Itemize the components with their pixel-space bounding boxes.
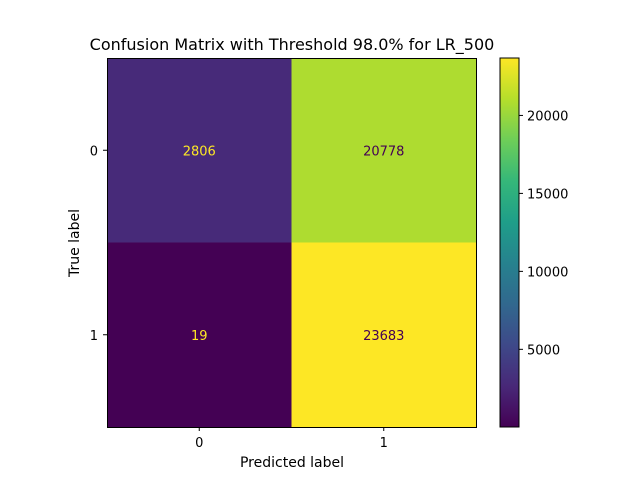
colorbar-tick-label: 5000: [527, 343, 560, 358]
colorbar-tick-label: 20000: [527, 109, 568, 124]
colorbar-ticks: 5000 10000 15000 20000: [519, 109, 568, 358]
x-tick-label: 0: [195, 436, 203, 451]
colorbar-tick-label: 10000: [527, 265, 568, 280]
matrix-cells: 2806 20778 19 23683: [107, 58, 477, 428]
cell-value-label: 23683: [363, 329, 404, 344]
y-axis-ticks: 01: [90, 144, 107, 344]
x-axis-label: Predicted label: [240, 455, 344, 471]
matrix-cell: [291, 58, 477, 243]
cell-value-label: 20778: [363, 144, 404, 159]
chart-title: Confusion Matrix with Threshold 98.0% fo…: [90, 35, 495, 55]
y-tick-label: 1: [90, 329, 98, 344]
colorbar-tick-label: 15000: [527, 187, 568, 202]
cell-value-label: 19: [191, 329, 208, 344]
colorbar: [499, 57, 520, 428]
x-tick-label: 1: [380, 436, 388, 451]
matrix-cell: [107, 242, 292, 428]
matrix-cell: [107, 58, 292, 243]
plot-frame: [107, 58, 477, 428]
matrix-cell: [291, 242, 477, 428]
y-axis-label: True label: [67, 209, 83, 278]
y-tick-label: 0: [90, 144, 98, 159]
cell-value-label: 2806: [183, 144, 216, 159]
